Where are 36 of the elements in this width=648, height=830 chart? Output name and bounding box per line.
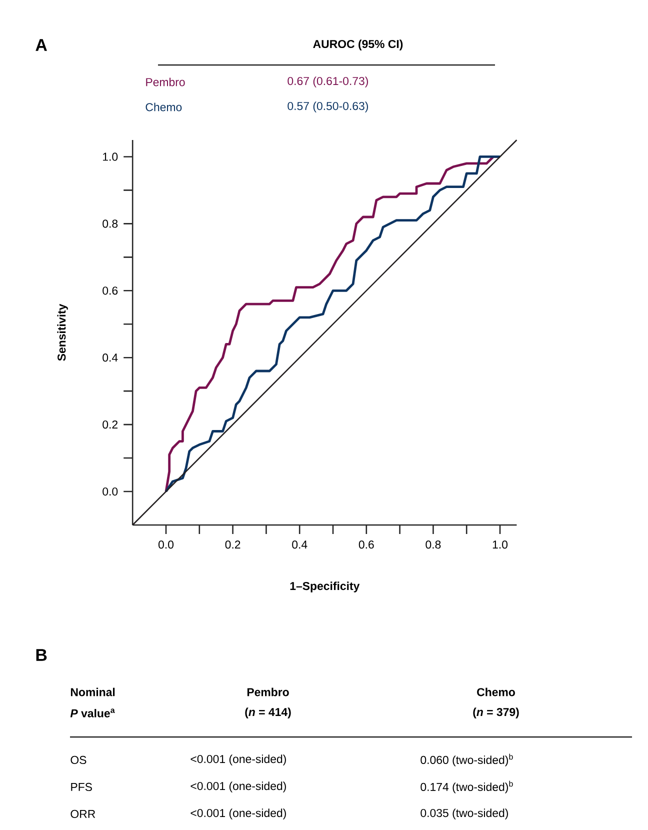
x-tick-label: 0.8 [426,540,441,549]
text: PFS [71,782,92,792]
text: Chemo [477,688,515,696]
text: Chemo [146,102,182,112]
text: <0.001 (one-sided) [190,754,286,766]
y-tick-label: 0.0 [102,487,118,496]
text: Pembro [146,78,185,86]
text: (n = 414) [245,708,291,718]
x-axis-title: 1–Specificity [290,582,360,592]
text: Nominal [70,688,115,696]
y-tick-label: 0.6 [102,286,118,295]
text: (n = 379) [473,708,519,718]
x-tick-label: 0.6 [358,540,374,549]
x-tick-label: 1.0 [492,540,508,549]
y-tick-label: 0.8 [102,220,118,228]
chart-title: A [36,39,47,51]
y-tick-label: 1.0 [103,152,118,161]
text: P value$^{a}$ [70,708,115,718]
text: <0.001 (one-sided) [190,808,286,820]
y-tick-label: 0.4 [102,354,118,362]
text: 0.57 (0.50-0.63) [288,102,368,112]
text: 0.035 (two-sided) [420,808,508,820]
y-axis-title: Sensitivity [57,304,68,361]
text: 0.060 (two-sided)$^{b}$ [420,754,513,766]
x-tick-label: 0.2 [225,540,240,549]
text: Pembro [247,688,289,696]
x-tick-label: 0.4 [292,540,308,549]
text: ORR [70,810,96,818]
x-tick-label: 0.0 [158,540,174,549]
y-tick-label: 0.2 [102,420,118,429]
legend-title: AUROC (95% CI) [313,40,403,50]
text: B [36,649,47,661]
text: <0.001 (one-sided) [190,782,286,792]
text: 0.67 (0.61-0.73) [288,76,368,88]
text: OS [70,756,86,764]
text: 0.174 (two-sided)$^{b}$ [420,780,513,794]
